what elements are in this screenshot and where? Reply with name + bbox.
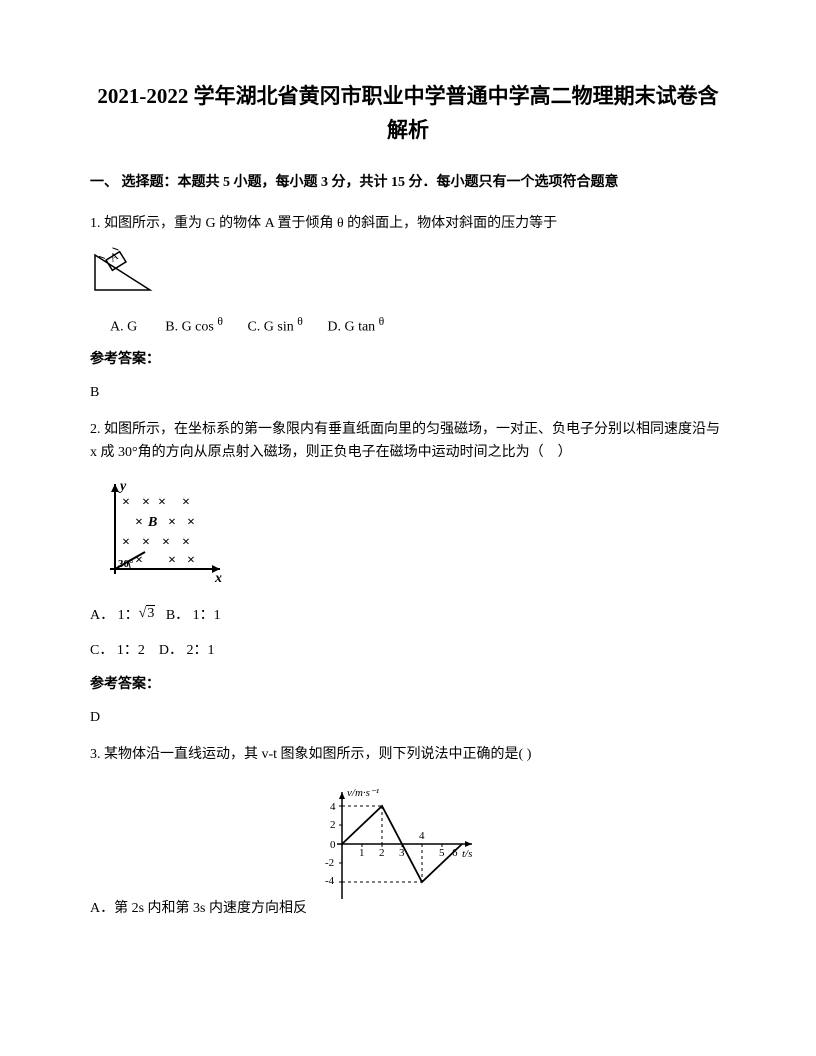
q1-thetaD: θ	[379, 315, 385, 328]
q2-figure: y x ×××× ××× ×××× ××× B 30°	[90, 474, 726, 597]
svg-text:×: ×	[135, 515, 143, 530]
svg-text:B: B	[147, 515, 157, 530]
svg-text:-2: -2	[325, 857, 334, 869]
q2-optC: C． 1：2	[90, 643, 145, 658]
question-1: 1. 如图所示，重为 G 的物体 A 置于倾角 θ 的斜面上，物体对斜面的压力等…	[90, 213, 726, 405]
q2-optB: B． 1：1	[166, 608, 221, 623]
svg-text:×: ×	[168, 515, 176, 530]
svg-text:×: ×	[187, 515, 195, 530]
svg-text:v/m·s⁻¹: v/m·s⁻¹	[347, 787, 379, 799]
q1-text: 1. 如图所示，重为 G 的物体 A 置于倾角 θ 的斜面上，物体对斜面的压力等…	[90, 213, 726, 235]
q1-thetaB: θ	[217, 315, 223, 328]
q2-optA-sqrt: 3	[146, 605, 155, 621]
q1-thetaC: θ	[297, 315, 303, 328]
svg-text:x: x	[214, 571, 222, 586]
section-header: 一、 选择题：本题共 5 小题，每小题 3 分，共计 15 分．每小题只有一个选…	[90, 172, 726, 194]
q1-answer-label: 参考答案：	[90, 349, 726, 371]
svg-text:×: ×	[182, 535, 190, 550]
svg-text:×: ×	[142, 535, 150, 550]
q1-optD: D. G tan	[327, 320, 375, 335]
svg-text:×: ×	[122, 535, 130, 550]
svg-text:×: ×	[168, 553, 176, 568]
q1-optC: C. G sin	[247, 320, 293, 335]
svg-text:4: 4	[419, 830, 425, 842]
svg-text:t/s: t/s	[462, 848, 472, 860]
q2-answer-label: 参考答案：	[90, 674, 726, 696]
svg-text:2: 2	[330, 819, 336, 831]
svg-text:×: ×	[122, 495, 130, 510]
question-3: 3. 某物体沿一直线运动，其 v-t 图象如图所示，则下列说法中正确的是( ) …	[90, 744, 726, 921]
q1-options: A. G B. G cos θ C. G sin θ D. G tan θ	[110, 313, 726, 339]
q2-optA-prefix: A． 1：	[90, 608, 139, 623]
q1-answer: B	[90, 382, 726, 404]
q2-optD: D． 2：1	[159, 643, 215, 658]
q2-options-row1: A． 1：√3 B． 1：1	[90, 605, 726, 627]
svg-text:4: 4	[330, 801, 336, 813]
q3-text: 3. 某物体沿一直线运动，其 v-t 图象如图所示，则下列说法中正确的是( )	[90, 744, 726, 766]
q2-options-row2: C． 1：2 D． 2：1	[90, 640, 726, 662]
svg-text:×: ×	[162, 535, 170, 550]
page-title: 2021-2022 学年湖北省黄冈市职业中学普通中学高二物理期末试卷含解析	[90, 80, 726, 147]
svg-text:2: 2	[379, 847, 385, 859]
svg-text:y: y	[118, 479, 127, 494]
svg-text:0: 0	[330, 839, 336, 851]
q1-optA: A. G	[110, 320, 137, 335]
svg-text:-4: -4	[325, 875, 335, 887]
svg-text:×: ×	[187, 553, 195, 568]
question-2: 2. 如图所示，在坐标系的第一象限内有垂直纸面向里的匀强磁场，一对正、负电子分别…	[90, 419, 726, 729]
q3-figure: v/m·s⁻¹ t/s 4 2 0 -2 -4 1 2 3 4 5 6	[312, 784, 482, 912]
svg-text:5: 5	[439, 847, 445, 859]
svg-text:1: 1	[359, 847, 365, 859]
q1-optB: B. G cos	[165, 320, 214, 335]
svg-text:×: ×	[158, 495, 166, 510]
q2-answer: D	[90, 707, 726, 729]
q1-figure: A	[90, 245, 726, 303]
q2-text: 2. 如图所示，在坐标系的第一象限内有垂直纸面向里的匀强磁场，一对正、负电子分别…	[90, 419, 726, 464]
svg-text:×: ×	[142, 495, 150, 510]
q3-optA: A．第 2s 内和第 3s 内速度方向相反	[90, 898, 307, 920]
svg-text:30°: 30°	[118, 558, 133, 570]
svg-text:×: ×	[182, 495, 190, 510]
